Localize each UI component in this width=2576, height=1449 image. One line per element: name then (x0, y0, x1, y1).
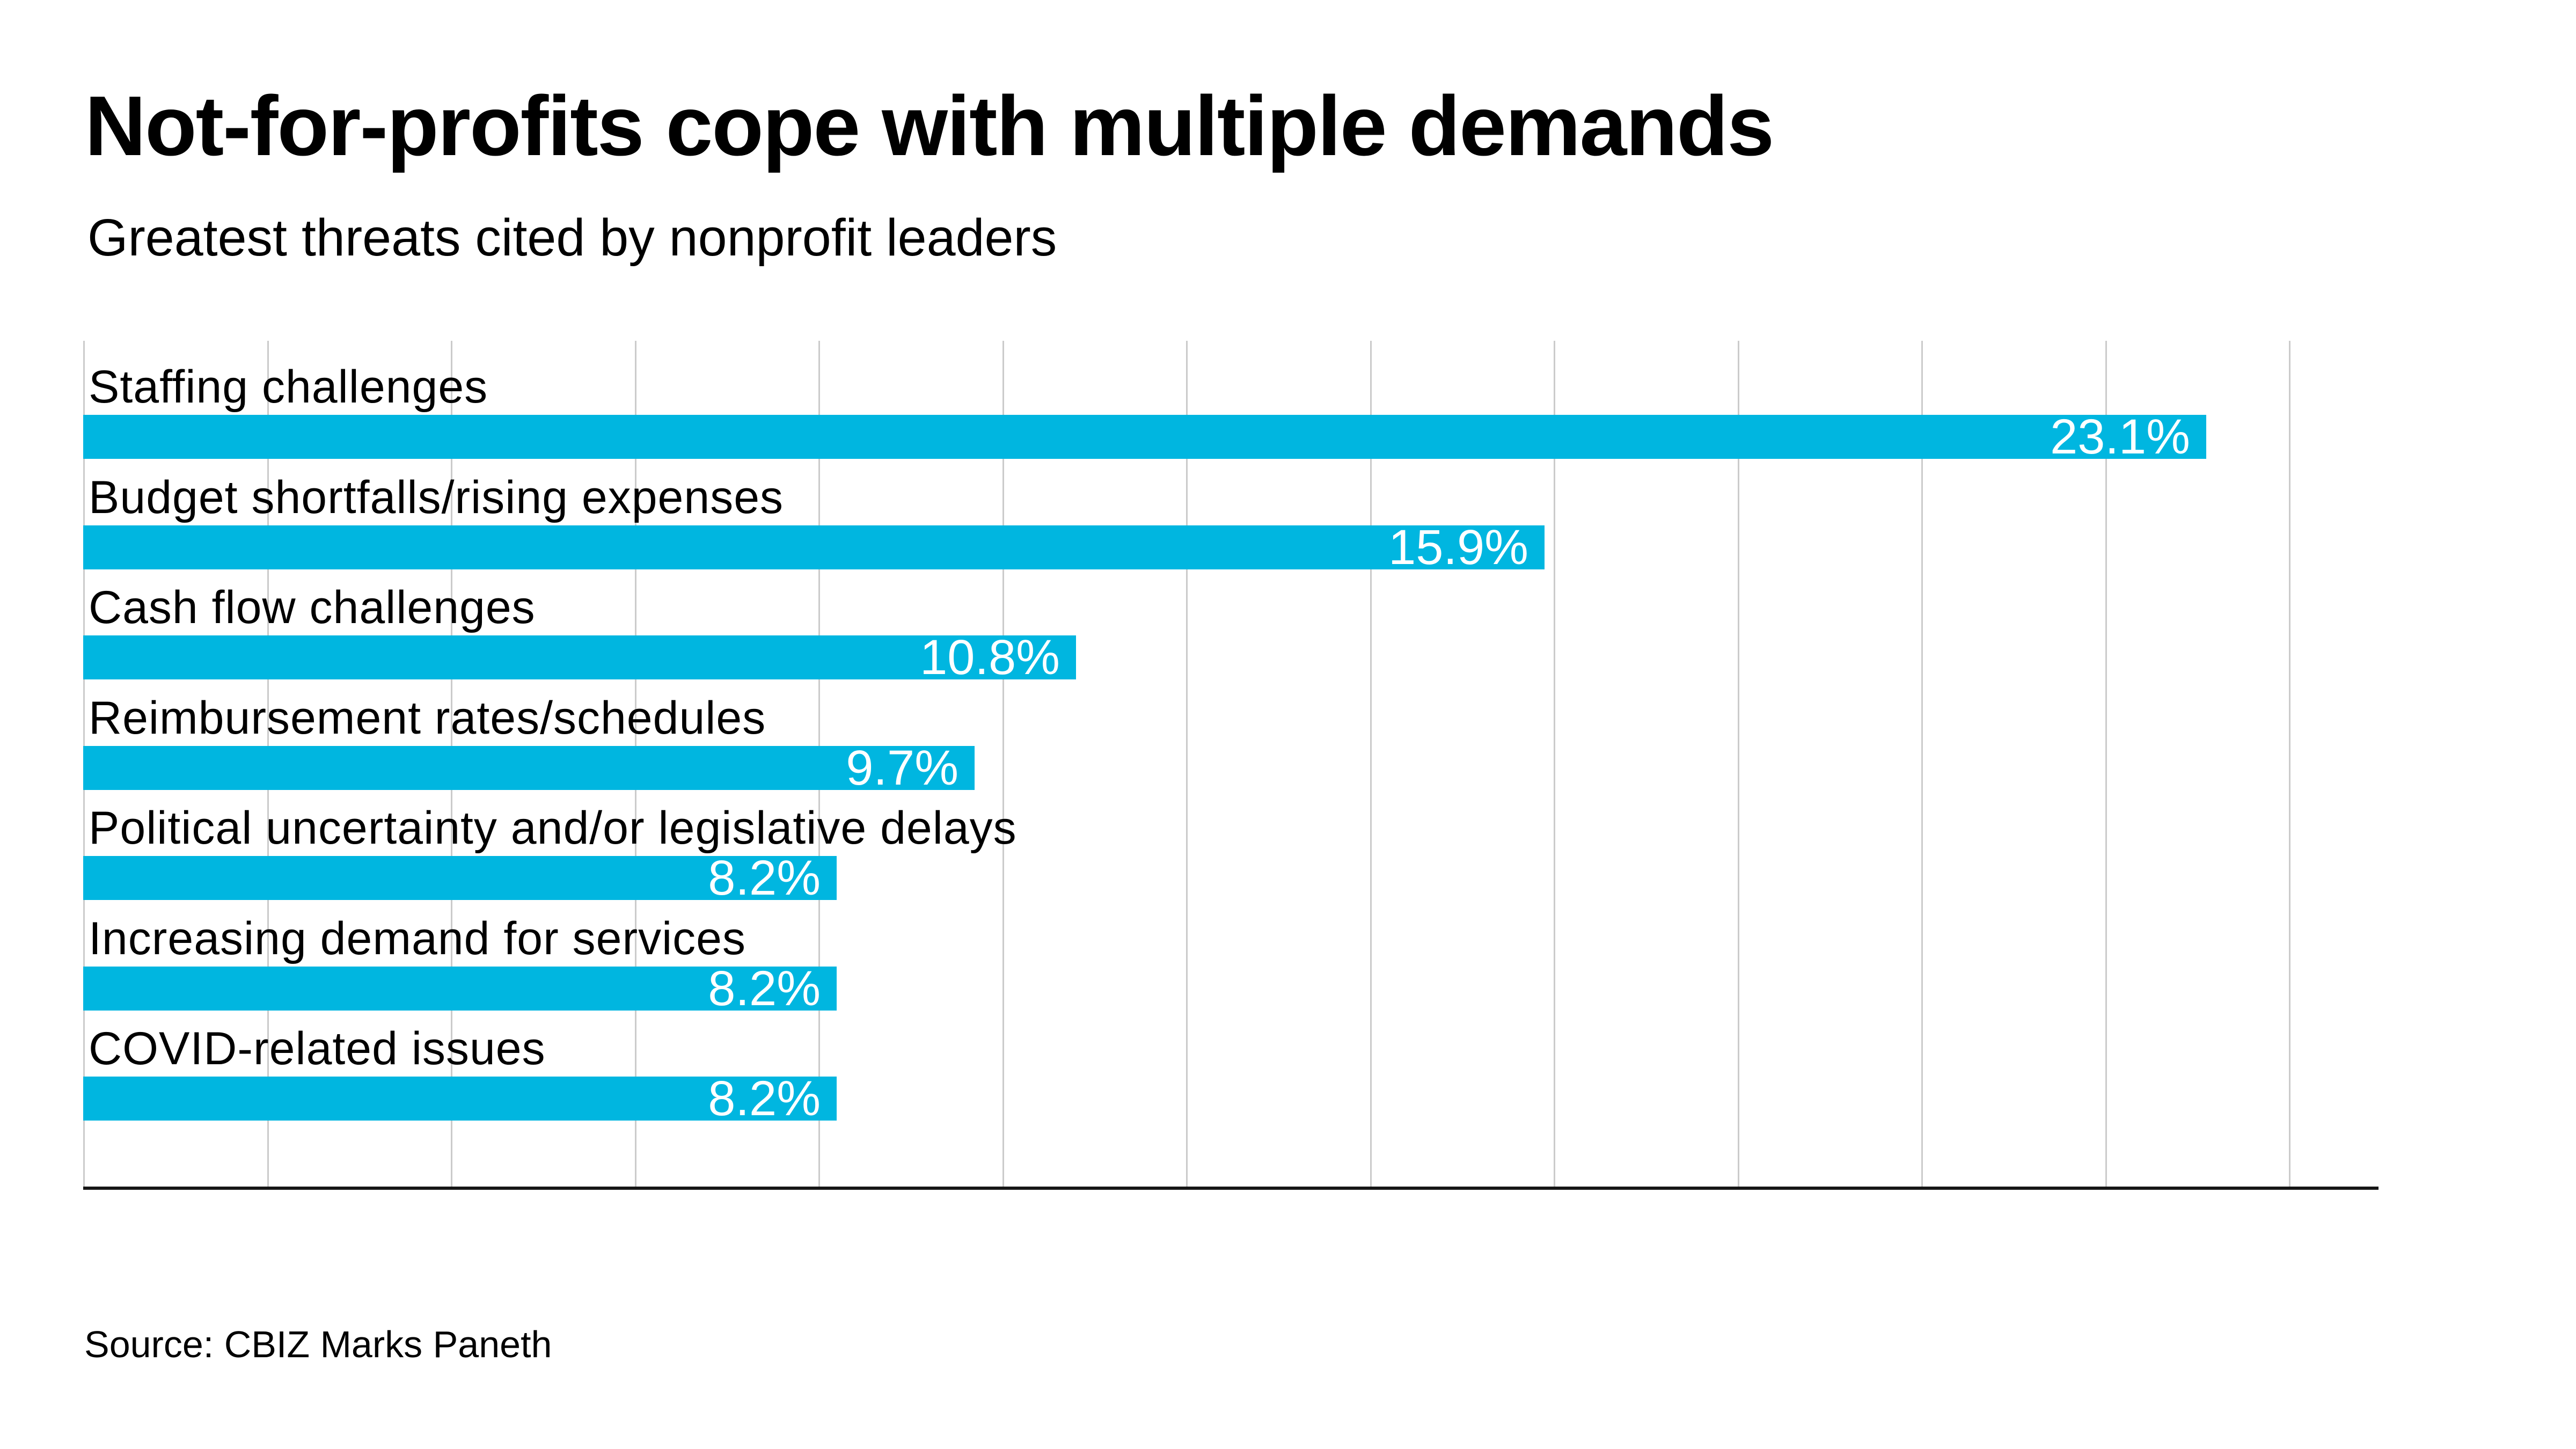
gridline (1738, 341, 1739, 1187)
category-label: Political uncertainty and/or legislative… (89, 802, 1017, 854)
gridline (1370, 341, 1372, 1187)
category-label: Cash flow challenges (89, 582, 536, 633)
bar: 9.7% (83, 740, 975, 795)
value-label: 8.2% (708, 1071, 821, 1126)
bar: 8.2% (83, 1071, 837, 1126)
bar: 8.2% (83, 961, 837, 1016)
chart-subtitle: Greatest threats cited by nonprofit lead… (87, 208, 1057, 267)
category-label: Budget shortfalls/rising expenses (89, 471, 784, 523)
gridline (1186, 341, 1188, 1187)
gridline (1554, 341, 1555, 1187)
category-label: Increasing demand for services (89, 912, 747, 964)
category-label: Reimbursement rates/schedules (89, 692, 766, 744)
category-label: Staffing challenges (89, 361, 488, 413)
value-label: 8.2% (708, 961, 821, 1016)
gridline (1921, 341, 1923, 1187)
bar: 10.8% (83, 630, 1076, 685)
value-label: 10.8% (920, 630, 1060, 685)
value-label: 15.9% (1388, 519, 1528, 575)
bar: 8.2% (83, 851, 837, 905)
chart-title: Not-for-profits cope with multiple deman… (85, 79, 1774, 173)
bar: 15.9% (83, 519, 1545, 575)
bar: 23.1% (83, 409, 2206, 464)
gridline (1002, 341, 1004, 1187)
value-label: 23.1% (2050, 409, 2190, 464)
category-label: COVID-related issues (89, 1023, 546, 1074)
gridline (2105, 341, 2107, 1187)
source-note: Source: CBIZ Marks Paneth (84, 1323, 552, 1365)
value-label: 8.2% (708, 851, 821, 905)
plot-area: Staffing challenges 23.1% Budget shortfall… (83, 341, 2379, 1190)
value-label: 9.7% (846, 740, 958, 795)
gridline (2289, 341, 2290, 1187)
